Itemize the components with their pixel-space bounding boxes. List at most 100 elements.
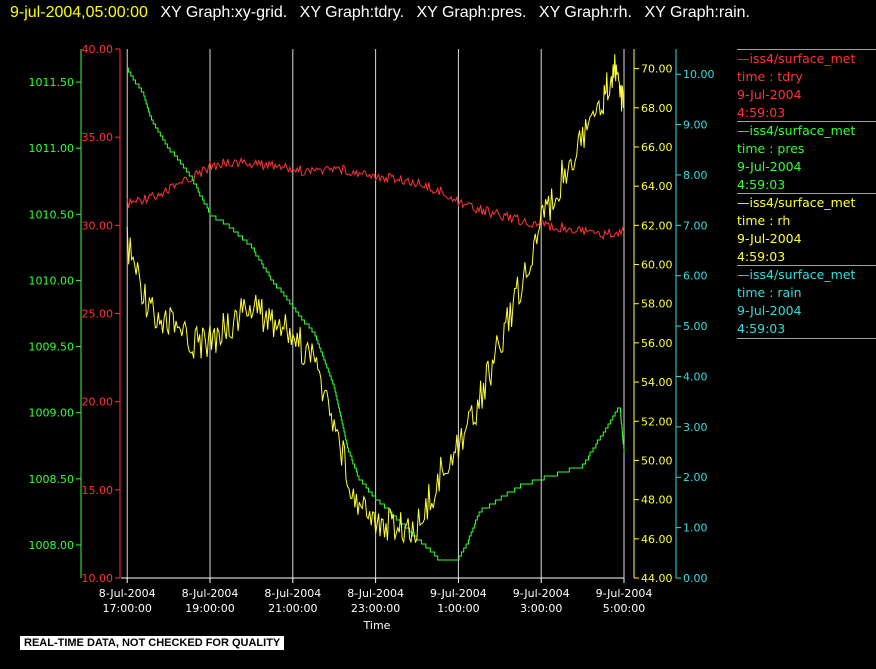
tdry-tick-label: 25.00 [82, 308, 114, 321]
legend-divider [737, 193, 876, 194]
rh-tick-label: 50.00 [641, 454, 673, 467]
title-bar: 9-jul-2004,05:00:00 XY Graph:xy-grid. XY… [0, 0, 750, 26]
legend-source: —iss4/surface_met [737, 51, 856, 66]
rh-tick-label: 64.00 [641, 180, 673, 193]
pres-tick-label: 1011.50 [29, 76, 75, 89]
rh-axis: 44.00 46.00 48.00 50.00 52.00 54.00 56.00 58.00… [633, 49, 673, 585]
tdry-tick-label: 10.00 [82, 572, 114, 585]
legend-divider [737, 49, 876, 50]
rh-tick-label: 62.00 [641, 219, 673, 232]
rh-series-line [126, 54, 625, 545]
x-tick-label: 9-Jul-2004 [596, 587, 653, 600]
pres-axis: 1008.00 1008.50 1009.00 1009.50 1010.00 1010.… [29, 49, 82, 578]
legend-date: 9-Jul-2004 [737, 159, 802, 174]
rain-tick-label: 10.00 [683, 68, 715, 81]
rh-tick-label: 44.00 [641, 572, 673, 585]
legend-source: —iss4/surface_met [737, 267, 856, 282]
x-tick-label: 9-Jul-2004 [513, 587, 570, 600]
pres-tick-label: 1009.00 [29, 407, 75, 420]
tdry-tick-label: 30.00 [82, 219, 114, 232]
legend-field: time : rain [737, 285, 802, 300]
legend-divider [737, 265, 876, 266]
legend-time: 4:59:03 [737, 321, 786, 336]
rain-tick-label: 9.00 [683, 119, 708, 132]
x-tick-label: 9-Jul-2004 [430, 587, 487, 600]
pres-series-line [127, 67, 625, 561]
rh-tick-label: 56.00 [641, 337, 673, 350]
legend-time: 4:59:03 [737, 249, 786, 264]
rh-tick-label: 58.00 [641, 298, 673, 311]
x-tick-label: 8-Jul-2004 [264, 587, 321, 600]
graph-tag-pres[interactable]: XY Graph:pres. [416, 4, 527, 21]
rain-tick-label: 5.00 [683, 320, 708, 333]
series-layer [121, 54, 625, 579]
graph-tag-rain[interactable]: XY Graph:rain. [644, 4, 750, 21]
rh-tick-label: 68.00 [641, 102, 673, 115]
legend-date: 9-Jul-2004 [737, 231, 802, 246]
tdry-tick-label: 40.00 [82, 43, 114, 56]
x-tick-label: 21:00:00 [268, 602, 317, 615]
pres-tick-label: 1008.50 [29, 473, 75, 486]
x-tick-label: 8-Jul-2004 [182, 587, 239, 600]
legend-source: —iss4/surface_met [737, 195, 856, 210]
axes-layer: 10.0015.0020.0025.0030.0035.0040.001008.… [29, 43, 715, 585]
x-tick-label: 5:00:00 [603, 602, 645, 615]
legend-date: 9-Jul-2004 [737, 303, 802, 318]
tdry-tick-label: 35.00 [82, 131, 114, 144]
grid-layer [126, 49, 625, 578]
pres-tick-label: 1010.50 [29, 208, 75, 221]
legend-field: time : tdry [737, 69, 803, 84]
x-axis: 8-Jul-2004 17:00:00 8-Jul-2004 19:00:00 8-Ju… [99, 577, 653, 615]
rh-tick-label: 52.00 [641, 415, 673, 428]
rain-tick-label: 4.00 [683, 370, 708, 383]
legend-divider [737, 121, 876, 122]
rain-axis: 0.00 1.00 2.00 3.00 4.00 5.00 6.00 7.00 8.00 9.00… [675, 49, 715, 585]
rain-tick-label: 3.00 [683, 421, 708, 434]
pres-tick-label: 1009.50 [29, 341, 75, 354]
x-tick-label: 8-Jul-2004 [347, 587, 404, 600]
legend-field: time : rh [737, 213, 791, 228]
rain-tick-label: 7.00 [683, 219, 708, 232]
legend-field: time : pres [737, 141, 805, 156]
pres-tick-label: 1008.00 [29, 539, 75, 552]
legend-divider [737, 338, 876, 339]
quality-note: REAL-TIME DATA, NOT CHECKED FOR QUALITY [20, 636, 285, 650]
graph-tag-tdry[interactable]: XY Graph:tdry. [299, 4, 405, 21]
legend-time: 4:59:03 [737, 105, 786, 120]
legend-source: —iss4/surface_met [737, 123, 856, 138]
pres-tick-label: 1010.00 [29, 274, 75, 287]
graph-tag-rh[interactable]: XY Graph:rh. [538, 4, 632, 21]
rh-tick-label: 46.00 [641, 533, 673, 546]
x-tick-label: 23:00:00 [351, 602, 400, 615]
x-tick-label: 3:00:00 [520, 602, 562, 615]
x-tick-label: 8-Jul-2004 [99, 587, 156, 600]
rain-tick-label: 6.00 [683, 270, 708, 283]
rh-tick-label: 70.00 [641, 63, 673, 76]
x-tick-label: 1:00:00 [437, 602, 479, 615]
rain-tick-label: 8.00 [683, 169, 708, 182]
rh-tick-label: 54.00 [641, 376, 673, 389]
legend-time: 4:59:03 [737, 177, 786, 192]
rain-tick-label: 0.00 [683, 572, 708, 585]
x-axis-title: Time [363, 619, 391, 632]
datetime-label: 9-jul-2004,05:00:00 [10, 4, 148, 21]
legend-date: 9-Jul-2004 [737, 87, 802, 102]
rain-tick-label: 2.00 [683, 471, 708, 484]
graph-tag-xy-grid[interactable]: XY Graph:xy-grid. [160, 4, 288, 21]
rain-tick-label: 1.00 [683, 522, 708, 535]
rh-tick-label: 60.00 [641, 259, 673, 272]
rh-tick-label: 48.00 [641, 494, 673, 507]
rh-tick-label: 66.00 [641, 141, 673, 154]
pres-tick-label: 1011.00 [29, 142, 75, 155]
x-tick-label: 19:00:00 [185, 602, 234, 615]
tdry-tick-label: 15.00 [82, 484, 114, 497]
tdry-tick-label: 20.00 [82, 396, 114, 409]
tdry-axis: 10.00 15.00 20.00 25.00 30.00 35.00 40.00 [82, 43, 121, 585]
x-tick-label: 17:00:00 [103, 602, 152, 615]
tdry-series-line [126, 156, 625, 240]
